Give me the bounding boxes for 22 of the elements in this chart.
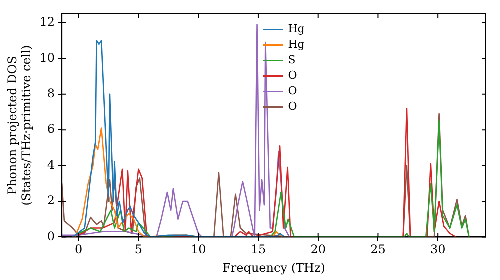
legend-label: O bbox=[288, 69, 298, 82]
legend-label: O bbox=[288, 100, 298, 114]
x-tick-label: 10 bbox=[190, 242, 206, 257]
legend-label: S bbox=[288, 54, 296, 67]
x-tick-label: 0 bbox=[75, 242, 83, 257]
y-tick-label: 0 bbox=[47, 229, 56, 244]
x-tick-label: 25 bbox=[370, 242, 386, 257]
y-tick-label: 4 bbox=[47, 158, 56, 172]
legend-label: Hg bbox=[288, 22, 305, 36]
x-tick-label: 5 bbox=[134, 242, 143, 257]
y-tick-label: 12 bbox=[40, 15, 56, 30]
y-axis-title: Phonon projected DOS (States/THz·primitive cell) bbox=[5, 45, 34, 206]
legend-label: Hg bbox=[288, 38, 305, 52]
legend-label: O bbox=[288, 84, 298, 98]
x-tick-label: 30 bbox=[430, 242, 446, 257]
y-tick-label: 8 bbox=[47, 86, 56, 100]
x-axis-title: Frequency (THz) bbox=[222, 260, 326, 275]
y-tick-label: 2 bbox=[47, 194, 56, 208]
x-tick-label: 15 bbox=[250, 242, 266, 257]
x-tick-label: 20 bbox=[310, 242, 326, 257]
y-tick-label: 6 bbox=[47, 122, 56, 136]
y-tick-label: 10 bbox=[40, 50, 56, 65]
